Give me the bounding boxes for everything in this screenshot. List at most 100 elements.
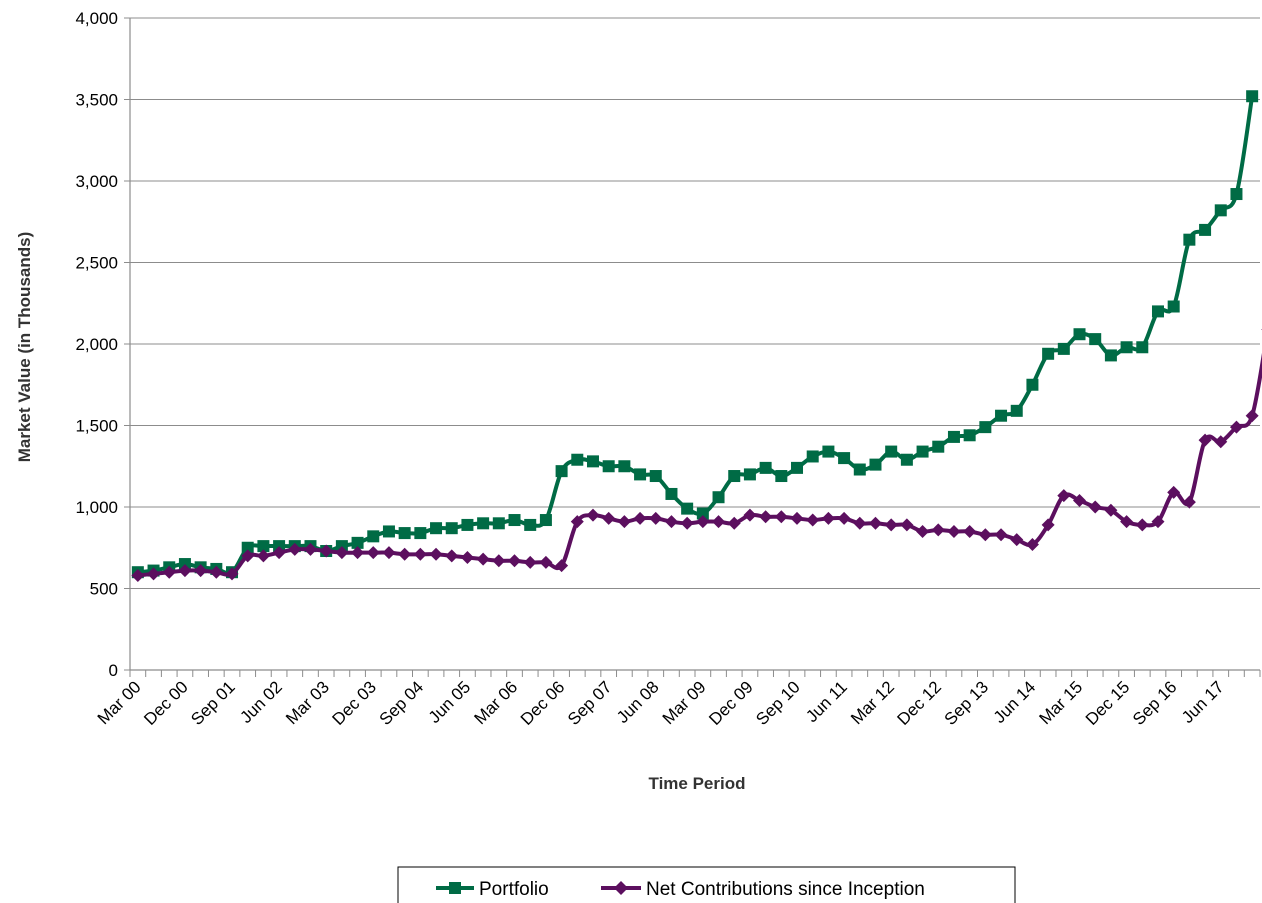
data-point [1183, 233, 1196, 246]
legend: Portfolio Net Contributions since Incept… [397, 866, 1016, 903]
y-tick-label: 0 [109, 661, 118, 680]
data-point [539, 514, 552, 527]
data-point [256, 549, 270, 563]
y-tick-label: 500 [90, 580, 118, 599]
data-point [288, 542, 302, 556]
data-point [1010, 533, 1024, 547]
data-point [743, 508, 757, 522]
data-point [508, 514, 521, 527]
x-tick-label: Dec 00 [140, 677, 192, 729]
data-point [853, 516, 867, 530]
x-tick-label: Jun 14 [990, 677, 1040, 727]
data-point [241, 549, 255, 563]
data-point [1073, 493, 1087, 507]
data-point [398, 547, 412, 561]
x-tick-label: Mar 15 [1035, 677, 1086, 728]
data-point [414, 527, 427, 540]
data-point [524, 518, 537, 531]
data-point [1057, 342, 1070, 355]
data-point [476, 552, 490, 566]
data-point [900, 453, 913, 466]
data-point [978, 528, 992, 542]
data-point [931, 523, 945, 537]
data-point [335, 546, 349, 560]
data-point [445, 549, 459, 563]
series-net-contributions [131, 328, 1262, 582]
x-tick-label: Dec 12 [894, 677, 946, 729]
data-point [822, 445, 835, 458]
data-point [665, 487, 678, 500]
data-point [461, 518, 474, 531]
series-group [131, 90, 1262, 582]
data-point [570, 515, 584, 529]
data-point [1230, 188, 1243, 201]
y-axis-ticks: 0 500 1,000 1,500 2,000 2,500 3,000 3,500 4,000 [75, 9, 130, 680]
data-point [1104, 503, 1118, 517]
data-point [131, 568, 145, 582]
data-point [1120, 515, 1134, 529]
data-point [727, 516, 741, 530]
data-point [869, 458, 882, 471]
data-point [1214, 435, 1228, 449]
data-point [398, 527, 411, 540]
data-point [1057, 489, 1071, 503]
x-tick-label: Dec 06 [517, 677, 569, 729]
data-point [791, 461, 804, 474]
y-tick-label: 2,500 [75, 254, 118, 273]
data-point [916, 524, 930, 538]
data-point [1120, 341, 1133, 354]
data-point [664, 515, 678, 529]
data-point [555, 465, 568, 478]
data-point [712, 515, 726, 529]
data-point [947, 430, 960, 443]
series-line [137, 352, 1262, 578]
data-point [571, 453, 584, 466]
gridlines [130, 17, 1260, 589]
data-point [979, 421, 992, 434]
data-point [1167, 485, 1181, 499]
data-point [932, 440, 945, 453]
data-point [1026, 378, 1039, 391]
data-point [790, 511, 804, 525]
data-point [1151, 515, 1165, 529]
y-tick-label: 3,500 [75, 91, 118, 110]
data-point [633, 511, 647, 525]
x-axis-title: Time Period [649, 774, 746, 793]
data-point [508, 554, 522, 568]
data-point [162, 565, 176, 579]
data-point [194, 564, 208, 578]
x-tick-label: Sep 04 [376, 677, 428, 729]
data-point [602, 460, 615, 473]
data-point [853, 463, 866, 476]
data-point [1041, 518, 1055, 532]
data-point [492, 554, 506, 568]
data-point [995, 409, 1008, 422]
data-point [555, 559, 569, 573]
data-point [1167, 300, 1180, 313]
x-tick-label: Mar 09 [659, 677, 710, 728]
x-tick-label: Sep 07 [564, 677, 616, 729]
data-point [413, 547, 427, 561]
data-point [367, 530, 380, 543]
data-point [838, 452, 851, 465]
data-point [351, 546, 365, 560]
x-tick-label: Jun 05 [425, 677, 475, 727]
data-point [806, 513, 820, 527]
data-point [994, 528, 1008, 542]
data-point [1088, 500, 1102, 514]
data-point [884, 518, 898, 532]
data-point [649, 511, 663, 525]
data-point [1042, 347, 1055, 360]
y-tick-label: 3,000 [75, 172, 118, 191]
y-tick-label: 2,000 [75, 335, 118, 354]
data-point [539, 555, 553, 569]
data-point [649, 470, 662, 483]
data-point [1025, 537, 1039, 551]
x-tick-label: Dec 15 [1082, 677, 1134, 729]
data-point [759, 510, 773, 524]
data-point [429, 547, 443, 561]
data-point [351, 536, 364, 549]
data-point [319, 544, 333, 558]
